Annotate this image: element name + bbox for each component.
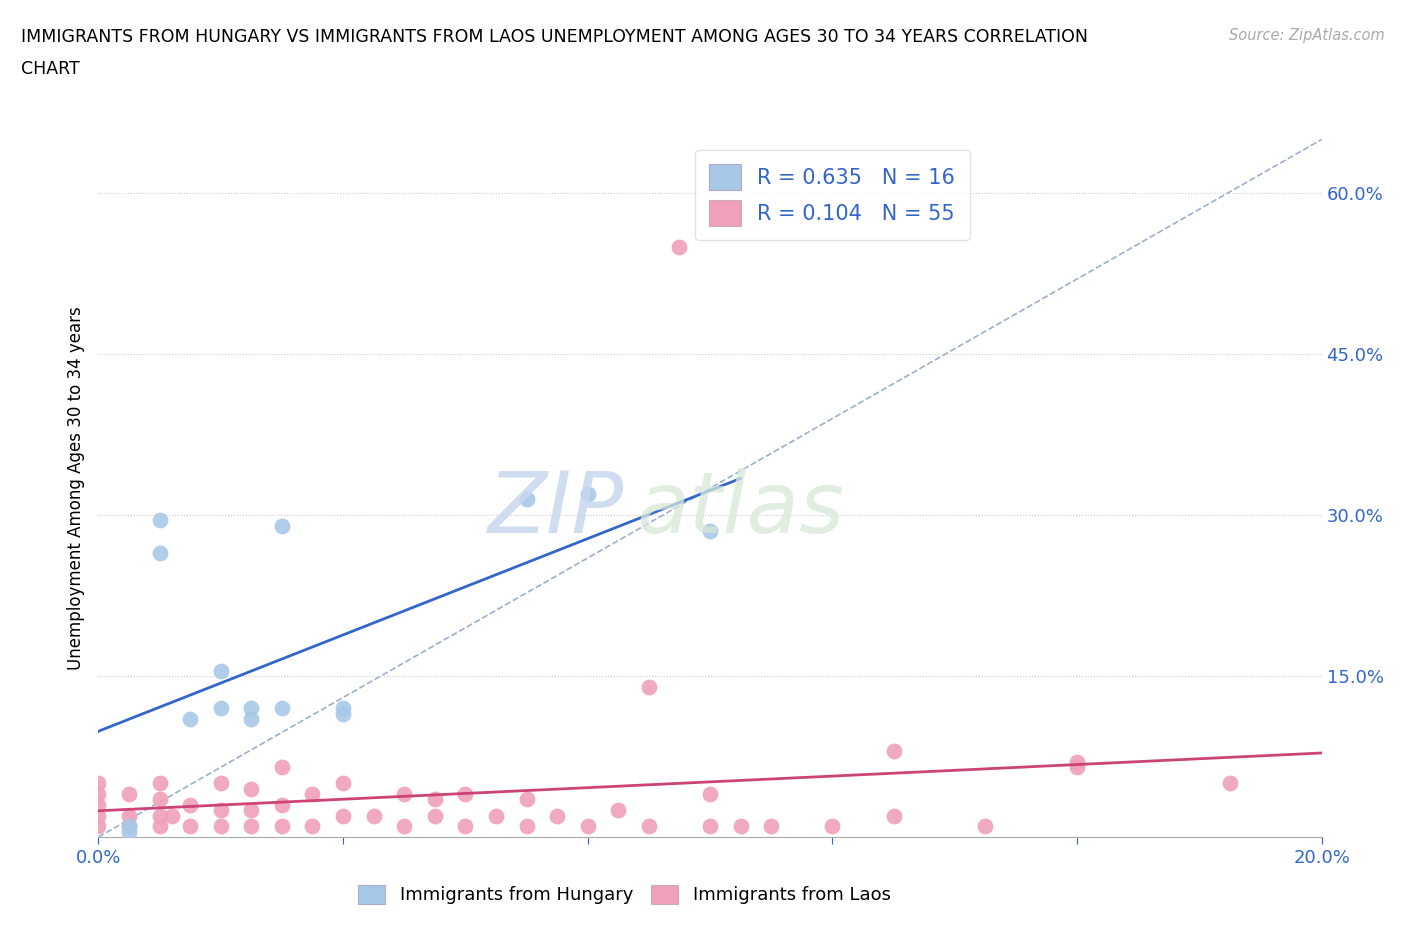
Point xyxy=(209,701,232,716)
Point xyxy=(149,808,172,823)
Point xyxy=(454,787,477,802)
Point xyxy=(149,818,172,833)
Point xyxy=(149,545,172,560)
Point xyxy=(270,797,292,812)
Text: Source: ZipAtlas.com: Source: ZipAtlas.com xyxy=(1229,28,1385,43)
Point xyxy=(699,524,721,538)
Point xyxy=(392,787,416,802)
Point xyxy=(516,792,538,807)
Point xyxy=(883,808,905,823)
Point xyxy=(637,679,661,694)
Point xyxy=(301,818,323,833)
Point xyxy=(179,711,201,726)
Point xyxy=(974,818,997,833)
Point xyxy=(1066,760,1088,775)
Point xyxy=(118,818,141,833)
Point xyxy=(240,701,263,716)
Point xyxy=(883,744,905,759)
Point xyxy=(240,781,263,796)
Point xyxy=(821,818,844,833)
Point xyxy=(270,760,292,775)
Point xyxy=(607,803,630,817)
Point xyxy=(332,706,354,721)
Point xyxy=(301,787,323,802)
Point xyxy=(87,797,110,812)
Point xyxy=(179,818,201,833)
Point xyxy=(118,787,141,802)
Point xyxy=(1066,754,1088,769)
Text: CHART: CHART xyxy=(21,60,80,78)
Point xyxy=(332,808,354,823)
Point xyxy=(87,808,110,823)
Point xyxy=(668,239,690,254)
Point xyxy=(209,803,232,817)
Point xyxy=(149,513,172,528)
Point xyxy=(516,492,538,507)
Point xyxy=(485,808,508,823)
Point xyxy=(149,776,172,790)
Point xyxy=(179,797,201,812)
Point xyxy=(332,776,354,790)
Point xyxy=(699,787,721,802)
Point xyxy=(270,518,292,533)
Point xyxy=(209,818,232,833)
Y-axis label: Unemployment Among Ages 30 to 34 years: Unemployment Among Ages 30 to 34 years xyxy=(66,306,84,671)
Point xyxy=(730,818,752,833)
Point xyxy=(759,818,782,833)
Point xyxy=(160,808,183,823)
Point xyxy=(423,808,446,823)
Point xyxy=(699,818,721,833)
Point xyxy=(87,776,110,790)
Point xyxy=(240,711,263,726)
Point xyxy=(637,818,661,833)
Point xyxy=(118,824,141,839)
Point xyxy=(87,787,110,802)
Point xyxy=(392,818,416,833)
Point xyxy=(149,792,172,807)
Text: ZIP: ZIP xyxy=(488,468,624,551)
Point xyxy=(209,663,232,678)
Point xyxy=(576,486,599,501)
Point xyxy=(118,818,141,833)
Text: IMMIGRANTS FROM HUNGARY VS IMMIGRANTS FROM LAOS UNEMPLOYMENT AMONG AGES 30 TO 34: IMMIGRANTS FROM HUNGARY VS IMMIGRANTS FR… xyxy=(21,28,1088,46)
Point xyxy=(576,818,599,833)
Text: atlas: atlas xyxy=(637,468,845,551)
Point xyxy=(240,803,263,817)
Point xyxy=(454,818,477,833)
Point xyxy=(516,818,538,833)
Point xyxy=(1219,776,1241,790)
Point xyxy=(240,818,263,833)
Point xyxy=(209,776,232,790)
Point xyxy=(546,808,568,823)
Point xyxy=(87,818,110,833)
Point xyxy=(363,808,385,823)
Point xyxy=(332,701,354,716)
Point xyxy=(270,701,292,716)
Legend: Immigrants from Hungary, Immigrants from Laos: Immigrants from Hungary, Immigrants from… xyxy=(352,878,898,911)
Point xyxy=(423,792,446,807)
Point xyxy=(118,808,141,823)
Point xyxy=(270,818,292,833)
